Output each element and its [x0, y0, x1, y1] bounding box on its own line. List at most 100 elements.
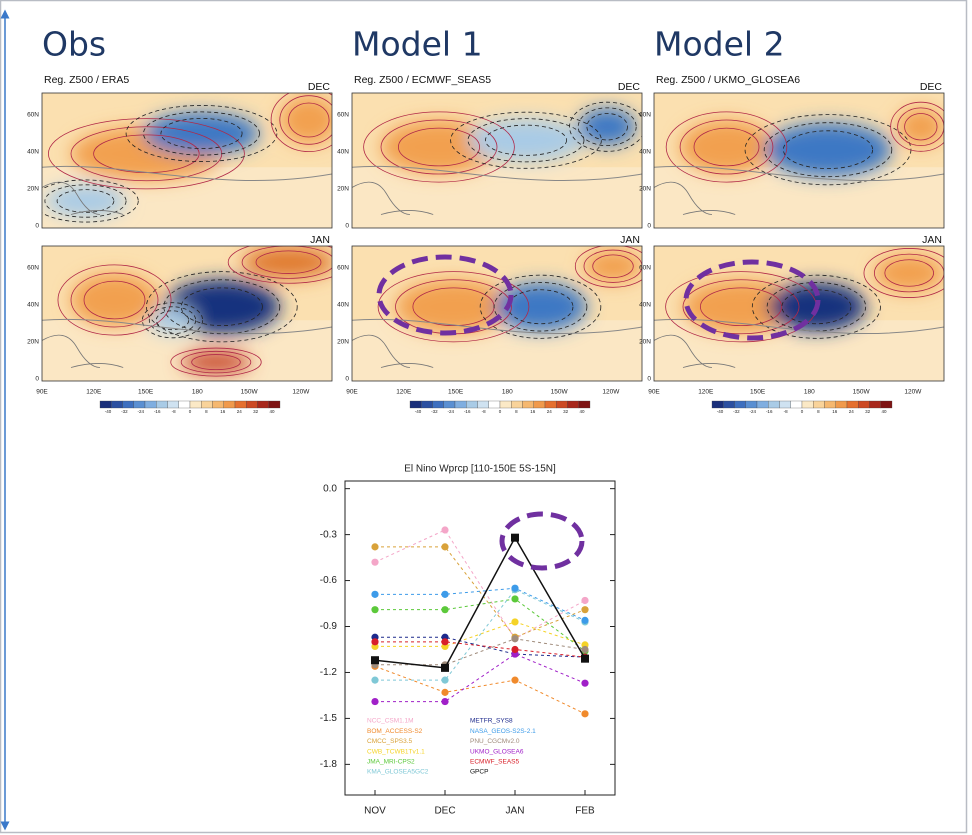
series-marker	[441, 697, 449, 706]
colorbar-label: -16	[464, 409, 471, 414]
colorbar-label: 8	[515, 409, 518, 414]
colorbar-cell	[723, 400, 735, 409]
series-line	[374, 536, 586, 669]
series-marker	[441, 590, 449, 598]
colorbar-cell	[268, 400, 281, 409]
series-marker	[511, 533, 519, 542]
lat-label: 20N	[337, 186, 349, 193]
map-panel	[42, 93, 332, 228]
legend-entry: BOM_ACCESS-S2	[367, 728, 423, 735]
lon-label: 120W	[292, 389, 310, 396]
y-tick-label: -1.2	[320, 667, 338, 678]
colorbar-cell	[745, 400, 758, 409]
contour	[44, 184, 127, 218]
lon-label: 180	[502, 389, 513, 396]
lat-label: 0	[35, 223, 39, 230]
contour	[682, 279, 800, 335]
map-panel	[654, 246, 944, 381]
colorbar-label: 0	[801, 409, 804, 414]
map-title: Reg. Z500 / ECMWF_SEAS5	[354, 74, 491, 86]
lat-label: 60N	[639, 112, 651, 119]
series-marker	[511, 676, 519, 684]
series-marker	[371, 558, 379, 566]
contour	[700, 287, 783, 327]
land-contour	[654, 165, 944, 182]
column-header: Obs	[42, 25, 106, 64]
colorbar-label: 32	[865, 409, 871, 414]
contour	[782, 130, 874, 170]
lon-label: 150E	[448, 389, 464, 396]
lon-label: 180	[192, 389, 203, 396]
contour	[279, 95, 332, 145]
map-frame	[653, 92, 945, 229]
series-marker	[371, 638, 379, 646]
map-frame	[41, 92, 333, 229]
colorbar-label: 24	[547, 409, 553, 414]
contour	[70, 272, 159, 328]
coastline	[42, 181, 124, 215]
coastline	[654, 181, 736, 215]
colorbar-cell	[421, 400, 433, 409]
contour	[592, 254, 634, 278]
lat-label: 20N	[639, 186, 651, 193]
contour	[586, 113, 628, 141]
column-header: Model 1	[352, 25, 483, 64]
lat-label: 40N	[337, 302, 349, 309]
series-marker	[441, 526, 449, 534]
series-line	[375, 589, 586, 681]
contour	[160, 117, 243, 150]
x-tick-label: DEC	[434, 806, 455, 817]
contour	[397, 127, 480, 167]
colorbar-cell	[201, 400, 213, 409]
series-marker	[441, 543, 449, 551]
lat-label: 40N	[337, 149, 349, 156]
series-marker	[371, 543, 379, 551]
contour	[450, 111, 602, 169]
map-title: Reg. Z500 / ERA5	[44, 74, 129, 86]
colorbar-label: 0	[189, 409, 192, 414]
lat-label: 0	[647, 223, 651, 230]
colorbar-label: 16	[530, 409, 536, 414]
colorbar-cell	[178, 400, 191, 409]
coastline	[654, 334, 736, 368]
y-tick-label: 0.0	[323, 483, 337, 494]
lon-label: 150W	[853, 389, 871, 396]
contour	[270, 93, 332, 152]
lat-label: 0	[345, 376, 349, 383]
contour	[569, 101, 642, 152]
map-frame	[653, 245, 945, 382]
series-line	[374, 529, 586, 640]
lon-label: 150W	[241, 389, 259, 396]
colorbar-cell	[711, 400, 724, 409]
colorbar-cell	[454, 400, 467, 409]
colorbar-cell	[246, 400, 258, 409]
land-contour	[352, 318, 642, 335]
colorbar-label: 40	[269, 409, 275, 414]
colorbar-cell	[111, 400, 123, 409]
map-title: Reg. Z500 / UKMO_GLOSEA6	[656, 74, 800, 86]
colorbar-label: -16	[154, 409, 161, 414]
plot-frame	[344, 480, 616, 796]
legend-entry: UKMO_GLOSEA6	[470, 748, 524, 755]
series-line	[375, 638, 586, 666]
map-grid: Obs Model 1 Model 2 Reg. Z500 / ERA5 DEC 60N 4…	[27, 25, 945, 414]
series-line	[375, 641, 586, 658]
series-marker	[581, 616, 589, 624]
series-marker	[581, 606, 589, 614]
lat-label: 60N	[27, 265, 39, 272]
series-marker	[441, 676, 449, 684]
y-tick-label: -1.8	[320, 759, 338, 770]
y-tick-label: -1.5	[320, 713, 338, 724]
contour	[577, 107, 637, 147]
colorbar-label: -24	[138, 409, 145, 414]
contour	[479, 274, 602, 339]
lat-label: 60N	[639, 265, 651, 272]
series-marker	[581, 679, 589, 687]
contour	[143, 111, 260, 156]
contour	[467, 118, 585, 163]
colorbar-cell	[156, 400, 168, 409]
colorbar-cell	[212, 400, 224, 409]
contour	[583, 249, 642, 283]
contour	[125, 105, 278, 162]
coastline	[42, 334, 124, 368]
